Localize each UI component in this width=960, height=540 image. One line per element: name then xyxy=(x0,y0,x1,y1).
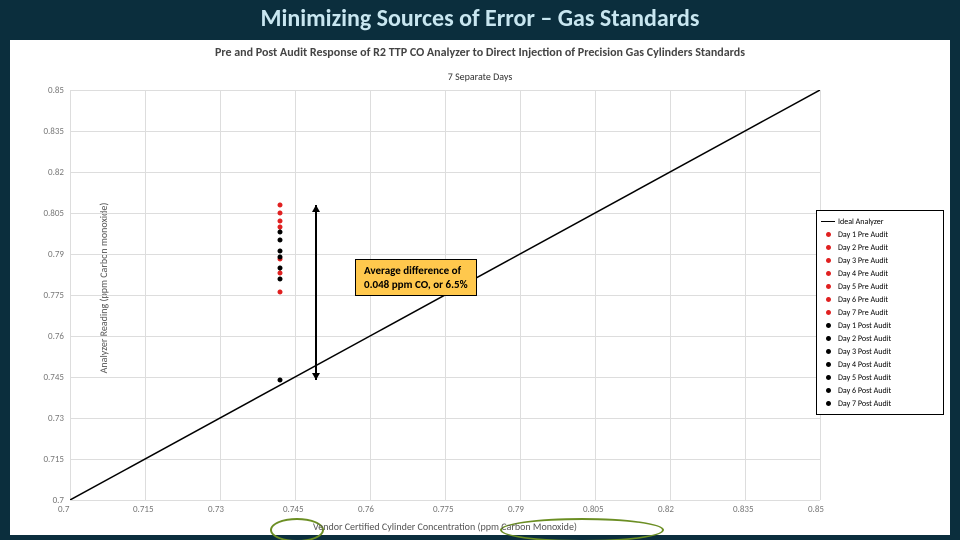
legend-symbol xyxy=(821,232,835,237)
legend-symbol xyxy=(821,336,835,341)
post-audit-point xyxy=(278,238,283,243)
y-tick: 0.85 xyxy=(48,85,64,96)
y-tick: 0.79 xyxy=(48,249,64,260)
legend-symbol xyxy=(821,221,835,223)
legend-label: Day 2 Pre Audit xyxy=(838,243,888,253)
legend-label: Day 1 Post Audit xyxy=(838,321,891,331)
legend-label: Day 5 Pre Audit xyxy=(838,282,888,292)
legend-symbol xyxy=(821,349,835,354)
legend-item: Day 2 Post Audit xyxy=(821,332,939,345)
y-tick: 0.835 xyxy=(43,126,64,137)
post-audit-point xyxy=(278,254,283,259)
chart-title: Pre and Post Audit Response of R2 TTP CO… xyxy=(10,46,950,60)
legend-symbol xyxy=(821,297,835,302)
legend-item: Day 5 Post Audit xyxy=(821,371,939,384)
legend-item: Day 3 Pre Audit xyxy=(821,254,939,267)
x-tick: 0.82 xyxy=(658,504,674,515)
legend-item: Day 7 Post Audit xyxy=(821,397,939,410)
x-tick: 0.76 xyxy=(358,504,374,515)
x-tick: 0.85 xyxy=(808,504,824,515)
legend-item: Day 5 Pre Audit xyxy=(821,280,939,293)
legend-item: Day 1 Pre Audit xyxy=(821,228,939,241)
legend-item: Day 4 Pre Audit xyxy=(821,267,939,280)
post-audit-point xyxy=(278,265,283,270)
x-tick: 0.73 xyxy=(208,504,224,515)
legend-symbol xyxy=(821,284,835,289)
pre-audit-point xyxy=(278,202,283,207)
pre-audit-point xyxy=(278,219,283,224)
x-tick: 0.775 xyxy=(433,504,454,515)
legend-symbol xyxy=(821,401,835,406)
legend-item: Day 7 Pre Audit xyxy=(821,306,939,319)
pre-audit-point xyxy=(278,224,283,229)
x-tick: 0.835 xyxy=(733,504,754,515)
pre-audit-point xyxy=(278,290,283,295)
legend-item: Day 4 Post Audit xyxy=(821,358,939,371)
x-tick: 0.715 xyxy=(133,504,154,515)
legend-symbol xyxy=(821,323,835,328)
legend-label: Day 4 Post Audit xyxy=(838,360,891,370)
difference-arrow xyxy=(315,205,317,380)
legend-symbol xyxy=(821,362,835,367)
pre-audit-point xyxy=(278,271,283,276)
legend: Ideal Analyzer Day 1 Pre Audit Day 2 Pre A… xyxy=(816,210,944,415)
y-tick: 0.715 xyxy=(43,454,64,465)
plot-area: 0.70.70.7150.7150.730.730.7450.7450.760.… xyxy=(70,90,820,500)
post-audit-point xyxy=(278,377,283,382)
callout-line: 0.048 ppm CO, or 6.5% xyxy=(364,278,468,291)
post-audit-point xyxy=(278,249,283,254)
chart-container: Pre and Post Audit Response of R2 TTP CO… xyxy=(10,40,950,535)
y-tick: 0.7 xyxy=(53,495,64,506)
slide-title: Minimizing Sources of Error – Gas Standa… xyxy=(0,4,960,33)
pre-audit-point xyxy=(278,211,283,216)
legend-label: Day 6 Post Audit xyxy=(838,386,891,396)
x-tick: 0.745 xyxy=(283,504,304,515)
y-tick: 0.76 xyxy=(48,331,64,342)
legend-item: Day 2 Pre Audit xyxy=(821,241,939,254)
chart-subtitle: 7 Separate Days xyxy=(10,70,950,83)
x-tick: 0.79 xyxy=(508,504,524,515)
post-audit-point xyxy=(278,230,283,235)
callout-box: Average difference of0.048 ppm CO, or 6.… xyxy=(355,259,477,295)
legend-symbol xyxy=(821,245,835,250)
legend-label: Day 3 Pre Audit xyxy=(838,256,888,266)
x-axis-label: Vendor Certified Cylinder Concentration … xyxy=(70,520,820,533)
slide: Minimizing Sources of Error – Gas Standa… xyxy=(0,0,960,540)
y-tick: 0.82 xyxy=(48,167,64,178)
legend-symbol xyxy=(821,375,835,380)
y-tick: 0.775 xyxy=(43,290,64,301)
x-tick: 0.805 xyxy=(583,504,604,515)
legend-item: Day 3 Post Audit xyxy=(821,345,939,358)
legend-item: Ideal Analyzer xyxy=(821,215,939,228)
legend-symbol xyxy=(821,271,835,276)
legend-item: Day 1 Post Audit xyxy=(821,319,939,332)
legend-label: Day 1 Pre Audit xyxy=(838,230,888,240)
legend-label: Day 5 Post Audit xyxy=(838,373,891,383)
gridline-h xyxy=(70,500,820,501)
y-tick: 0.73 xyxy=(48,413,64,424)
y-tick: 0.745 xyxy=(43,372,64,383)
legend-item: Day 6 Pre Audit xyxy=(821,293,939,306)
legend-symbol xyxy=(821,258,835,263)
legend-label: Day 6 Pre Audit xyxy=(838,295,888,305)
legend-symbol xyxy=(821,388,835,393)
legend-symbol xyxy=(821,310,835,315)
callout-line: Average difference of xyxy=(364,264,468,277)
y-tick: 0.805 xyxy=(43,208,64,219)
legend-item: Day 6 Post Audit xyxy=(821,384,939,397)
legend-label: Ideal Analyzer xyxy=(838,217,883,227)
legend-label: Day 4 Pre Audit xyxy=(838,269,888,279)
legend-label: Day 2 Post Audit xyxy=(838,334,891,344)
legend-label: Day 3 Post Audit xyxy=(838,347,891,357)
legend-label: Day 7 Pre Audit xyxy=(838,308,888,318)
post-audit-point xyxy=(278,276,283,281)
legend-label: Day 7 Post Audit xyxy=(838,399,891,409)
